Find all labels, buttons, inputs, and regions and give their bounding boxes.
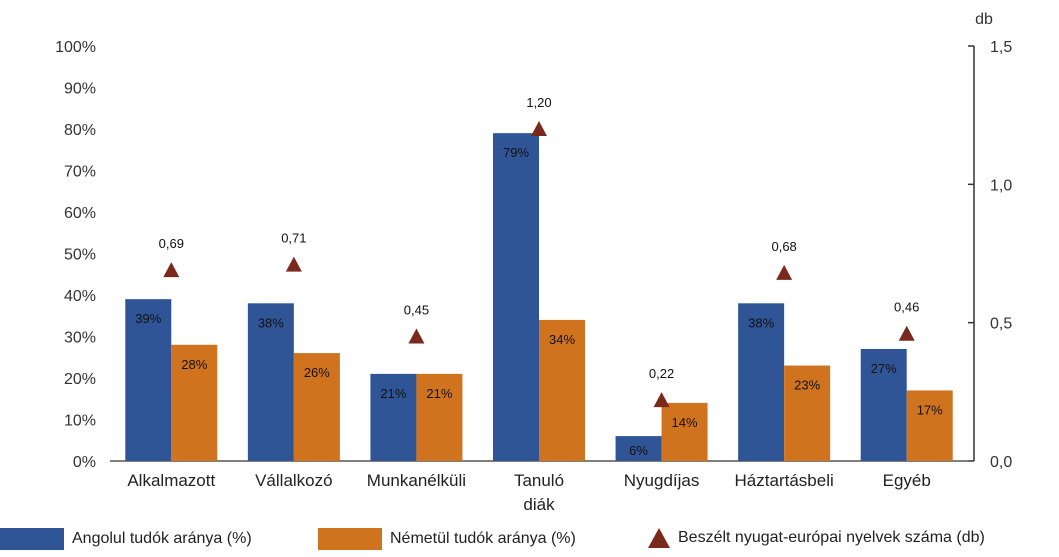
left-tick-label: 20% xyxy=(64,371,96,388)
category-label: Vállalkozó xyxy=(255,471,333,490)
left-tick-label: 30% xyxy=(64,330,96,347)
bar-english xyxy=(615,436,662,461)
marker-triangle xyxy=(776,264,793,280)
marker-triangle xyxy=(898,325,915,341)
bar-label-english: 39% xyxy=(135,311,161,326)
right-tick-label: 0,5 xyxy=(990,316,1012,333)
category-label: Alkalmazott xyxy=(127,471,215,490)
bar-label-english: 38% xyxy=(258,315,284,330)
bar-label-english: 21% xyxy=(380,386,406,401)
category-label: Egyéb xyxy=(883,471,931,490)
bar-english xyxy=(125,299,172,461)
bar-german xyxy=(416,373,463,461)
bar-label-english: 6% xyxy=(629,443,648,458)
bar-english xyxy=(738,303,785,461)
legend-item-languages: Beszélt nyugat-európai nyelvek száma (db… xyxy=(648,528,985,548)
bar-german xyxy=(539,319,585,461)
left-tick-label: 90% xyxy=(64,81,96,98)
category-label: Háztartásbeli xyxy=(735,471,834,490)
left-tick-label: 10% xyxy=(64,413,96,430)
bar-label-english: 27% xyxy=(871,361,897,376)
marker-value-label: 0,45 xyxy=(404,303,429,318)
chart-area: 0% 10% 20% 30% 40% 50% 60% 70% 80% 90% 100% db 0,0… xyxy=(55,11,1012,514)
left-tick-label: 80% xyxy=(64,122,96,139)
marker-triangle xyxy=(531,121,547,136)
marker-value-label: 1,20 xyxy=(526,95,551,110)
right-tick-label: 0,0 xyxy=(990,454,1012,471)
left-tick-label: 50% xyxy=(64,247,96,264)
markers-group: 0,69 0,71 0,45 1,20 0,22 0,68 0,46 xyxy=(159,95,919,408)
left-tick-label: 0% xyxy=(73,454,96,471)
legend-triangle-icon xyxy=(648,528,670,548)
marker-triangle xyxy=(285,256,302,272)
bar-english xyxy=(860,348,907,461)
left-y-axis: 0% 10% 20% 30% 40% 50% 60% 70% 80% 90% 100% xyxy=(55,39,96,471)
right-y-axis: db 0,0 0,5 1,0 1,5 xyxy=(968,11,1012,471)
bar-german xyxy=(661,402,708,461)
bar-label-english: 79% xyxy=(503,145,529,160)
marker-value-label: 0,68 xyxy=(771,239,796,254)
left-tick-label: 40% xyxy=(64,288,96,305)
bar-label-german: 23% xyxy=(794,378,820,393)
bar-english xyxy=(493,133,539,461)
legend-item-german: Németül tudók aránya (%) xyxy=(318,528,576,550)
legend: Angolul tudók aránya (%) Németül tudók a… xyxy=(0,528,1059,557)
legend-label-languages: Beszélt nyugat-európai nyelvek száma (db… xyxy=(678,529,985,546)
category-label: Nyugdíjas xyxy=(624,471,700,490)
marker-value-label: 0,69 xyxy=(159,236,184,251)
legend-label-english: Angolul tudók aránya (%) xyxy=(72,530,252,547)
bar-english xyxy=(247,303,294,461)
bars-group: 39% 28% 38% 26% 21% 21% 79% 34% 6% 14% 38% 23% 27% 17… xyxy=(125,133,953,461)
category-label: diák xyxy=(523,495,555,514)
legend-label-german: Németül tudók aránya (%) xyxy=(390,530,576,547)
marker-triangle xyxy=(408,328,425,344)
bar-label-german: 21% xyxy=(426,386,452,401)
bar-label-german: 28% xyxy=(181,357,207,372)
bar-german xyxy=(293,353,340,461)
right-tick-label: 1,5 xyxy=(990,39,1012,56)
bar-german xyxy=(784,365,831,461)
marker-triangle xyxy=(163,262,180,278)
category-labels: Alkalmazott Vállalkozó Munkanélküli Tanuló d… xyxy=(127,471,930,514)
left-tick-label: 100% xyxy=(55,39,96,56)
right-axis-unit-label: db xyxy=(975,11,993,28)
bar-english xyxy=(370,373,417,461)
bar-label-german: 14% xyxy=(672,415,698,430)
left-tick-label: 70% xyxy=(64,164,96,181)
legend-swatch-german xyxy=(318,528,382,550)
marker-value-label: 0,46 xyxy=(894,300,919,315)
bar-label-german: 26% xyxy=(304,365,330,380)
marker-triangle xyxy=(653,392,670,408)
right-tick-label: 1,0 xyxy=(990,177,1012,194)
left-tick-label: 60% xyxy=(64,205,96,222)
bar-label-german: 17% xyxy=(917,402,943,417)
legend-item-english: Angolul tudók aránya (%) xyxy=(0,528,252,550)
bar-label-german: 34% xyxy=(549,332,575,347)
marker-value-label: 0,71 xyxy=(281,231,306,246)
bar-german xyxy=(906,390,953,461)
marker-value-label: 0,22 xyxy=(649,366,674,381)
bar-german xyxy=(171,344,218,461)
legend-swatch-english xyxy=(0,528,64,550)
category-label: Munkanélküli xyxy=(367,471,466,490)
bar-label-english: 38% xyxy=(748,315,774,330)
category-label: Tanuló xyxy=(514,471,564,490)
